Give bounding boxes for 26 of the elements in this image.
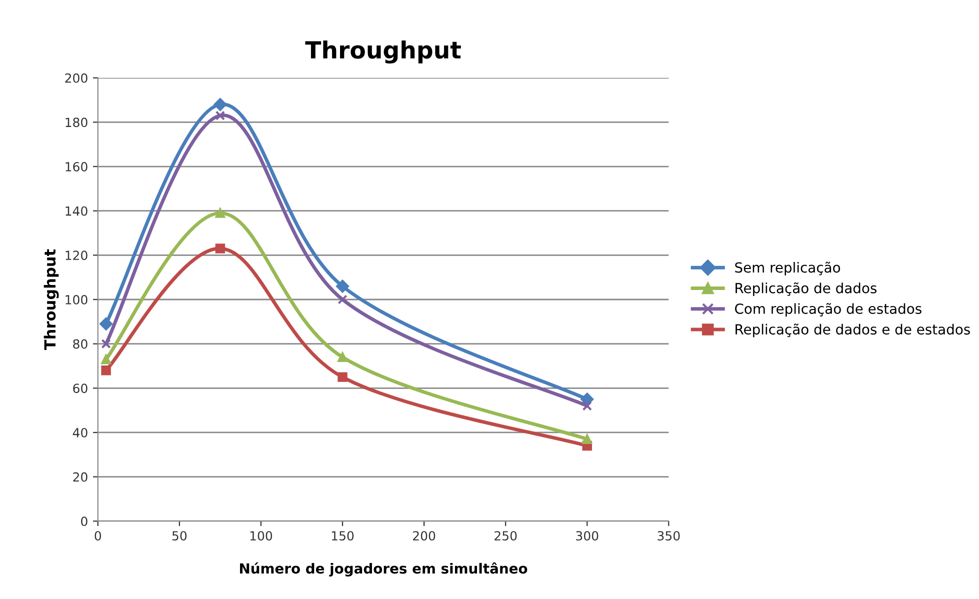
chart-title: Throughput	[305, 40, 461, 64]
x-tick-label: 50	[172, 531, 187, 541]
y-tick-label: 140	[66, 206, 88, 216]
x-tick-label: 200	[413, 531, 436, 541]
legend-label: Sem replicação	[735, 262, 840, 276]
x-tick-label: 350	[658, 531, 680, 541]
legend-label: Replicação de dados e de estados	[736, 324, 970, 338]
y-tick-label: 120	[66, 250, 88, 260]
x-tick-label: 0	[94, 531, 102, 541]
y-tick-label: 160	[66, 162, 88, 172]
x-tick-label: 300	[576, 531, 598, 541]
y-tick-label: 80	[73, 339, 88, 349]
y-tick-label: 40	[72, 428, 88, 438]
y-tick-label: 20	[73, 472, 88, 482]
x-axis-title: Número de jogadores em simultâneo	[240, 562, 528, 576]
x-tick-label: 100	[250, 531, 272, 541]
y-tick-label: 180	[66, 118, 88, 128]
legend-label: Com replicação de estados	[735, 302, 922, 317]
y-tick-label: 200	[65, 73, 88, 83]
y-tick-label: 60	[73, 384, 88, 394]
y-axis-title: Throughput	[44, 249, 59, 350]
x-tick-label: 250	[494, 531, 517, 541]
x-tick-label: 150	[332, 531, 354, 541]
y-tick-label: 0	[81, 516, 88, 526]
y-tick-label: 100	[66, 294, 88, 304]
legend-label: Replicação de dados	[736, 282, 877, 296]
